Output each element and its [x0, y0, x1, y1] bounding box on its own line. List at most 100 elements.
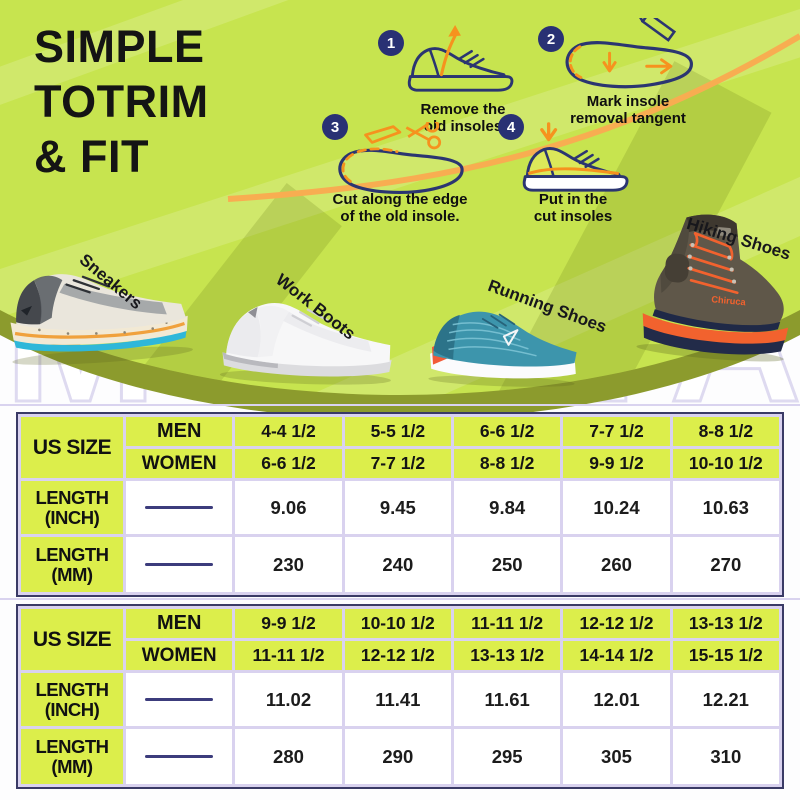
length-mm-cell: 230	[235, 537, 342, 592]
dash-cell	[126, 537, 233, 592]
dash-cell	[126, 481, 233, 534]
insole-marking-pen-icon	[565, 18, 693, 89]
separator-line-middle	[0, 598, 800, 600]
length-label: LENGTH	[35, 543, 109, 565]
dash-line	[145, 506, 214, 509]
length-mm-cell: 280	[235, 729, 342, 784]
insole-scissors-cut-icon	[338, 122, 464, 195]
men-size-cell: 8-8 1/2	[672, 417, 779, 446]
length-mm-cell: 295	[454, 729, 561, 784]
length-mm-cell: 290	[344, 729, 451, 784]
length-mm-cell: 270	[672, 537, 779, 592]
women-size-cell: 14-14 1/2	[563, 641, 670, 670]
page-title: SIMPLE TOTRIM & FIT	[34, 20, 354, 185]
length-mm-header: LENGTH (MM)	[21, 537, 123, 592]
length-inch-cell: 10.24	[563, 481, 670, 534]
length-inch-cell: 12.01	[563, 673, 670, 726]
inch-label: (INCH)	[44, 698, 100, 720]
step-3-number-badge: 3	[322, 114, 348, 140]
men-size-cell: 13-13 1/2	[672, 609, 779, 638]
inch-label: (INCH)	[44, 506, 100, 528]
men-size-cell: 5-5 1/2	[344, 417, 451, 446]
svg-text:Chiruca: Chiruca	[711, 294, 747, 307]
men-size-cell: 12-12 1/2	[563, 609, 670, 638]
length-mm-cell: 250	[454, 537, 561, 592]
sneakers-photo	[10, 274, 193, 365]
step-1: 1 Remove the old insoles	[378, 24, 528, 135]
shoe-remove-insole-icon	[407, 24, 514, 92]
length-inch-cell: 9.45	[344, 481, 451, 534]
men-size-cell: 11-11 1/2	[454, 609, 561, 638]
step-1-number-badge: 1	[378, 30, 404, 56]
step-4-caption: Put in the	[538, 191, 608, 208]
step-4-number-badge: 4	[498, 114, 524, 140]
dash-line	[145, 698, 214, 701]
men-size-cell: 7-7 1/2	[563, 417, 670, 446]
men-row-header: MEN	[126, 609, 233, 638]
length-inch-cell: 10.63	[672, 481, 779, 534]
mm-label: (MM)	[51, 755, 93, 777]
step-4-caption: cut insoles	[533, 207, 613, 225]
women-size-cell: 11-11 1/2	[235, 641, 342, 670]
men-row-header: MEN	[126, 417, 233, 446]
step-4: 4 Put in the cut insoles	[498, 112, 648, 225]
men-size-cell: 6-6 1/2	[454, 417, 561, 446]
women-size-cell: 8-8 1/2	[454, 449, 561, 478]
length-inch-cell: 11.02	[235, 673, 342, 726]
length-label: LENGTH	[35, 735, 109, 757]
women-row-header: WOMEN	[126, 449, 233, 478]
length-mm-cell: 240	[344, 537, 451, 592]
length-inch-cell: 11.41	[344, 673, 451, 726]
step-2-caption: Mark insole	[586, 93, 670, 110]
women-size-cell: 13-13 1/2	[454, 641, 561, 670]
step-1-caption: Remove the	[420, 101, 506, 118]
step-2-number-badge: 2	[538, 26, 564, 52]
dash-cell	[126, 673, 233, 726]
dash-line	[145, 563, 214, 566]
size-table-small: US SIZE MEN 4-4 1/2 5-5 1/2 6-6 1/2 7-7 …	[16, 412, 784, 597]
women-size-cell: 10-10 1/2	[672, 449, 779, 478]
work-boots-photo	[219, 303, 392, 385]
length-inch-cell: 9.84	[454, 481, 561, 534]
women-size-cell: 9-9 1/2	[563, 449, 670, 478]
step-2-caption: removal tangent	[570, 109, 686, 127]
women-row-header: WOMEN	[126, 641, 233, 670]
step-2: 2 Mark insole removal tangent	[538, 18, 718, 130]
women-size-cell: 15-15 1/2	[672, 641, 779, 670]
length-label: LENGTH	[35, 678, 109, 700]
men-size-cell: 9-9 1/2	[235, 609, 342, 638]
length-inch-cell: 9.06	[235, 481, 342, 534]
men-size-cell: 10-10 1/2	[344, 609, 451, 638]
length-mm-cell: 310	[672, 729, 779, 784]
length-mm-header: LENGTH (MM)	[21, 729, 123, 784]
length-inch-cell: 11.61	[454, 673, 561, 726]
step-3-caption: of the old insole.	[340, 207, 460, 225]
separator-line-top	[0, 404, 800, 406]
length-inch-header: LENGTH (INCH)	[21, 673, 123, 726]
step-3: 3 Cut along the edge of the old insole.	[320, 112, 480, 225]
platform-top	[0, 0, 800, 395]
women-size-cell: 7-7 1/2	[344, 449, 451, 478]
length-inch-cell: 12.21	[672, 673, 779, 726]
dark-stripe-decor	[28, 61, 772, 395]
size-table-large: US SIZE MEN 9-9 1/2 10-10 1/2 11-11 1/2 …	[16, 604, 784, 789]
shoe-insert-insole-icon	[522, 122, 629, 192]
mm-label: (MM)	[51, 563, 93, 585]
length-label: LENGTH	[35, 486, 109, 508]
length-mm-cell: 305	[563, 729, 670, 784]
light-stripe-decor	[0, 0, 800, 500]
us-size-header: US SIZE	[21, 609, 123, 670]
us-size-header: US SIZE	[21, 417, 123, 478]
title-line: SIMPLE	[34, 21, 205, 72]
men-size-cell: 4-4 1/2	[235, 417, 342, 446]
step-1-caption: old insoles	[423, 117, 503, 135]
length-mm-cell: 260	[563, 537, 670, 592]
running-shoes-photo	[428, 311, 577, 387]
orange-curve-decor	[227, 33, 800, 202]
hiking-shoes-photo: Chiruca	[636, 214, 789, 362]
dash-cell	[126, 729, 233, 784]
women-size-cell: 6-6 1/2	[235, 449, 342, 478]
dash-line	[145, 755, 214, 758]
